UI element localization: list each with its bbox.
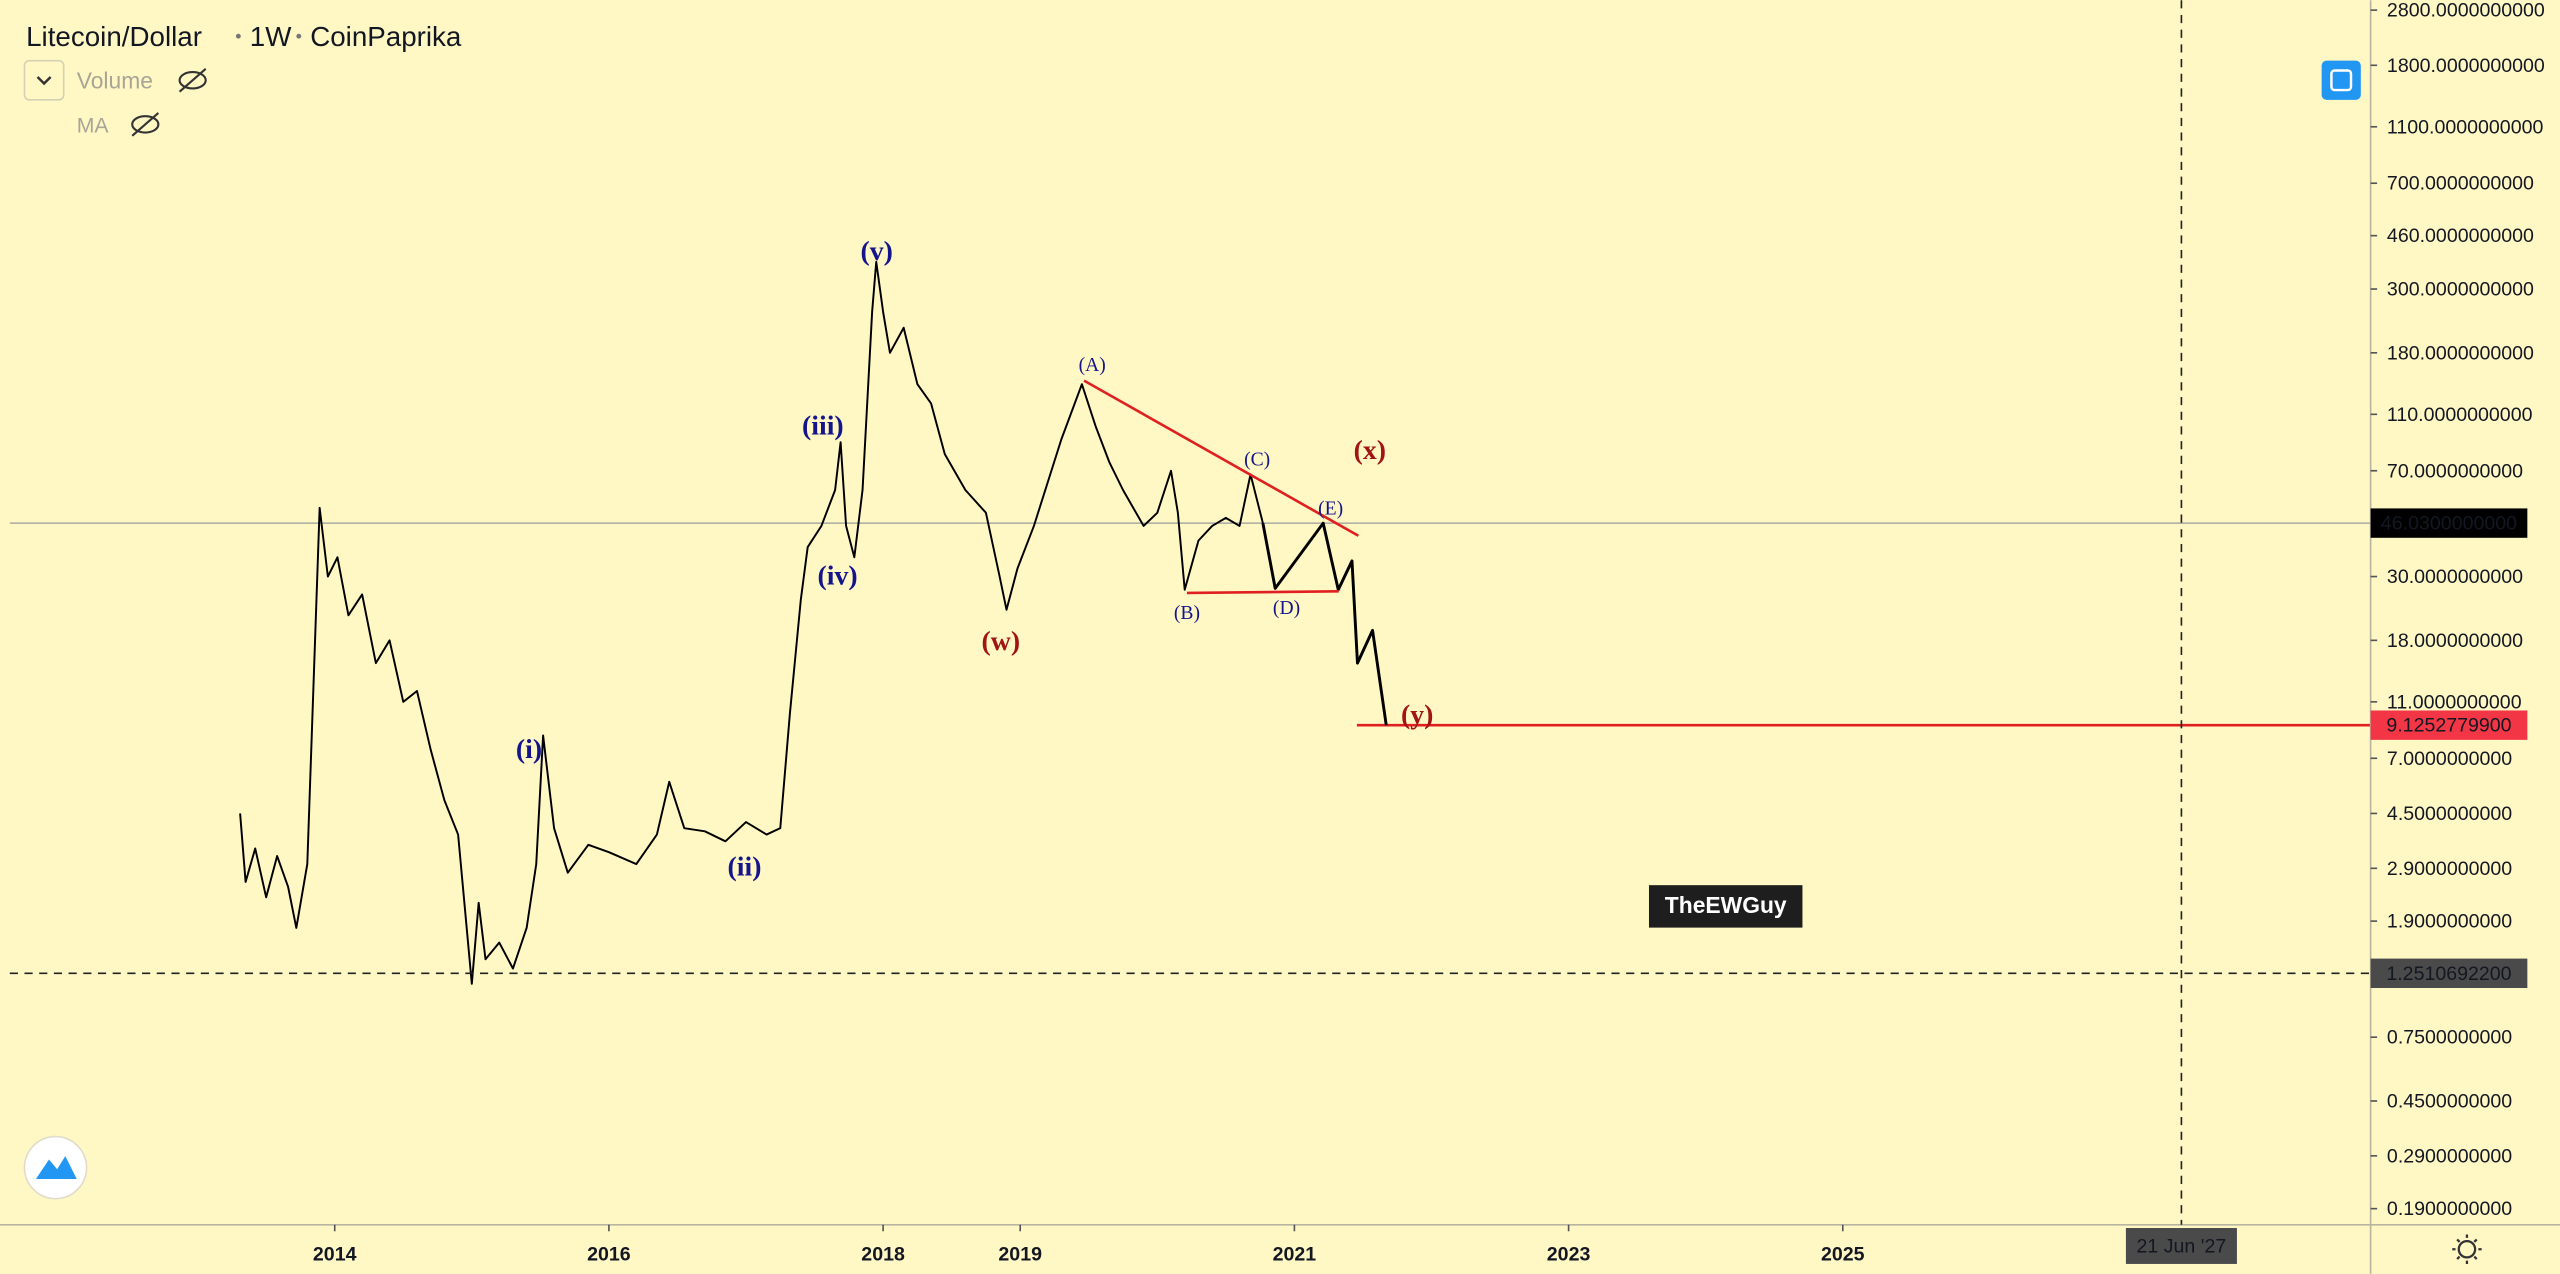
gear-teeth [2452,1234,2482,1264]
gear-icon[interactable] [2457,1239,2477,1259]
wave-label: (iv) [818,561,858,592]
y-tick-label: 1100.0000000000 [2387,116,2544,138]
hide-ma-icon[interactable] [131,112,160,137]
price-line-series [239,260,1264,985]
y-tick-label: 4.5000000000 [2387,803,2512,825]
x-tick-label: 2023 [1547,1244,1591,1266]
wave-label: (v) [861,236,893,267]
y-tick-label: 30.0000000000 [2387,566,2523,588]
button-box[interactable] [23,59,65,101]
symbol: Litecoin/Dollar [26,21,202,52]
y-tick-label: 1.9000000000 [2387,911,2512,933]
price-label: 46.0300000000 [2381,513,2517,535]
trend-line [1186,589,1339,595]
crosshair-y-label: 1.2510692200 [2386,963,2511,985]
crosshair-x-box [2125,1228,2237,1264]
y-tick-label: 700.0000000000 [2387,173,2534,195]
y-tick-label: 0.1900000000 [2387,1198,2512,1220]
x-tick-label: 2016 [587,1244,631,1266]
eye-icon [178,71,207,90]
y-tick-label: 18.0000000000 [2387,630,2523,652]
separator [235,33,241,39]
wave-label: (E) [1318,499,1343,520]
trend-line [1083,379,1360,537]
wave-label: (y) [1401,700,1433,731]
wave-label: (x) [1354,435,1386,466]
hide-volume-icon[interactable] [178,68,207,93]
y-tick-label: 1800.0000000000 [2387,55,2545,77]
auto-scale-button[interactable] [2321,60,2361,100]
plot-area [9,260,2371,985]
y-tick-label: 300.0000000000 [2387,279,2534,301]
indicator-ma[interactable]: MA [77,115,110,138]
logo[interactable] [23,1135,88,1200]
wave-label: (D) [1273,598,1300,619]
wave-label: (w) [982,626,1021,657]
collapse-button[interactable] [23,59,65,101]
y-tick-label: 70.0000000000 [2387,460,2523,482]
slash-icon [178,68,207,93]
wave-label: (ii) [728,851,762,882]
crosshair-y-box [2370,958,2528,988]
slash-icon [131,112,160,137]
watermark: TheEWGuy [1665,892,1787,918]
x-tick-label: 2018 [861,1244,905,1266]
y-tick-label: 0.7500000000 [2387,1027,2512,1049]
source: CoinPaprika [310,21,462,52]
wave-label: (iii) [802,411,844,442]
x-tick-label: 2014 [313,1244,357,1266]
y-tick-label: 0.4500000000 [2387,1091,2512,1113]
price-label: 9.1252779900 [2386,715,2511,737]
wave-label: (C) [1244,450,1270,471]
watermark-box [1648,885,1803,928]
y-tick-label: 110.0000000000 [2387,404,2533,426]
chevron-icon [36,76,52,86]
y-tick-label: 7.0000000000 [2387,748,2512,770]
logo-icon [35,1156,77,1180]
indicator-volume[interactable]: Volume [77,67,153,93]
scale-icon [2330,69,2353,92]
wave-label: (A) [1079,355,1106,376]
eye-icon [131,115,160,134]
y-tick-label: 0.2900000000 [2387,1145,2512,1167]
x-tick-label: 2025 [1821,1244,1865,1266]
price-label-box [2370,508,2528,538]
y-tick-label: 11.0000000000 [2387,691,2522,713]
button-box[interactable] [2321,60,2361,100]
y-tick-label: 180.0000000000 [2387,342,2534,364]
x-tick-label: 2021 [1273,1244,1317,1266]
price-line-series [1261,521,1388,726]
crosshair-x-label: 21 Jun '27 [2137,1236,2227,1258]
y-tick-label: 2800.0000000000 [2387,0,2545,22]
separator [296,33,302,39]
y-tick-label: 460.0000000000 [2387,225,2534,247]
wave-label: (B) [1174,603,1200,624]
wave-label: (i) [516,734,542,765]
settings-button[interactable] [2452,1234,2482,1264]
price-label-box [2370,710,2528,740]
y-tick-label: 2.9000000000 [2387,858,2512,880]
x-tick-label: 2019 [998,1244,1042,1266]
interval: 1W [250,21,292,52]
